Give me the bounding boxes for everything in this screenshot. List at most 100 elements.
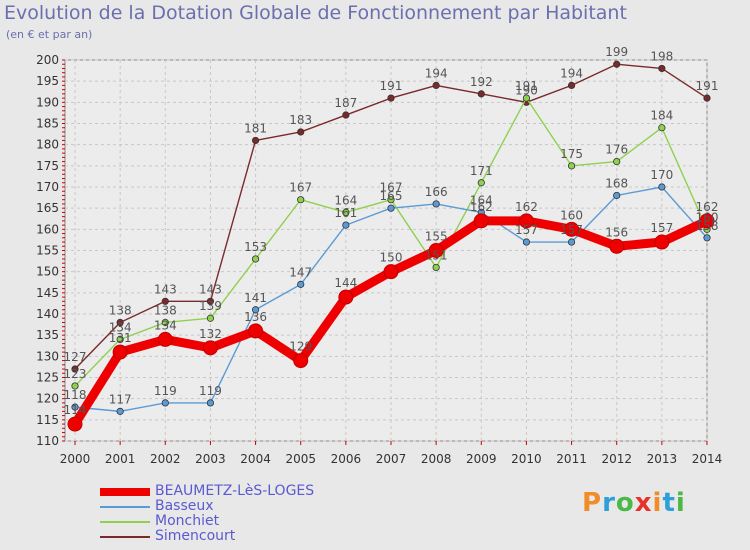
- data-label: 144: [334, 276, 357, 290]
- data-point: [251, 306, 260, 314]
- data-label: 164: [334, 193, 357, 207]
- data-label: 114: [64, 403, 87, 417]
- x-tick-label: 2010: [511, 452, 542, 466]
- legend-item: Basseux: [100, 498, 400, 515]
- legend-item: Monchiet: [100, 513, 400, 530]
- y-tick-label: 195: [36, 74, 59, 88]
- data-point: [387, 204, 395, 212]
- data-point: [161, 399, 169, 407]
- x-tick-label: 2005: [285, 452, 316, 466]
- data-label: 119: [199, 384, 222, 398]
- data-point: [251, 136, 260, 145]
- data-point: [297, 128, 305, 136]
- data-point: [342, 221, 350, 229]
- y-tick-label: 145: [36, 286, 59, 300]
- data-label: 138: [109, 303, 132, 317]
- data-point: [613, 158, 621, 166]
- data-label: 162: [515, 200, 538, 214]
- data-point: [161, 297, 169, 305]
- data-label: 119: [154, 384, 177, 398]
- data-point: [116, 335, 124, 343]
- legend-item: Simencourt: [100, 528, 400, 545]
- data-label: 157: [560, 223, 583, 237]
- data-label: 171: [470, 164, 493, 178]
- legend-item: BEAUMETZ-LèS-LOGES: [100, 483, 400, 500]
- y-tick-label: 160: [36, 222, 59, 236]
- y-tick-label: 185: [36, 117, 59, 131]
- data-point: [609, 238, 625, 254]
- data-label: 184: [650, 109, 673, 123]
- x-tick-label: 2003: [195, 452, 226, 466]
- data-point: [206, 297, 215, 305]
- y-tick-label: 135: [36, 328, 59, 342]
- x-tick-label: 2007: [376, 452, 407, 466]
- chart-subtitle: (en € et par an): [6, 28, 93, 41]
- x-tick-label: 2012: [601, 452, 632, 466]
- x-tick-label: 2013: [647, 452, 678, 466]
- data-point: [157, 331, 173, 347]
- data-label: 191: [380, 79, 403, 93]
- x-tick-label: 2001: [105, 452, 136, 466]
- legend-swatch: [100, 506, 150, 508]
- y-tick-label: 180: [36, 138, 59, 152]
- data-point: [71, 403, 79, 411]
- data-label: 139: [199, 299, 222, 313]
- proxiti-logo: Proxiti: [582, 488, 686, 518]
- data-point: [67, 416, 83, 432]
- data-point: [564, 221, 580, 237]
- data-point: [71, 365, 79, 373]
- data-label: 191: [515, 79, 538, 93]
- legend-label: Monchiet: [155, 513, 220, 529]
- data-point: [522, 238, 531, 246]
- y-tick-label: 120: [36, 392, 59, 406]
- x-tick-label: 2008: [421, 452, 452, 466]
- data-label: 167: [380, 181, 403, 195]
- data-point: [432, 263, 440, 272]
- y-tick-label: 150: [36, 265, 59, 279]
- data-point: [613, 60, 621, 68]
- chart-title: Evolution de la Dotation Globale de Fonc…: [4, 2, 627, 24]
- data-label: 192: [470, 75, 493, 89]
- data-label: 123: [64, 367, 87, 381]
- data-point: [703, 234, 711, 242]
- legend-swatch: [100, 488, 150, 496]
- data-point: [161, 318, 169, 327]
- data-point: [477, 90, 485, 98]
- data-label: 165: [380, 189, 403, 203]
- data-label: 175: [560, 147, 583, 161]
- data-label: 183: [289, 113, 312, 127]
- y-tick-label: 165: [36, 201, 59, 215]
- data-point: [567, 162, 576, 170]
- data-point: [518, 213, 534, 229]
- data-point: [293, 353, 309, 369]
- data-label: 141: [244, 291, 267, 305]
- data-label: 191: [696, 79, 719, 93]
- x-tick-label: 2000: [60, 452, 91, 466]
- data-label: 168: [605, 176, 628, 190]
- data-point: [432, 200, 440, 208]
- data-point: [658, 183, 666, 191]
- y-tick-label: 115: [36, 413, 59, 427]
- data-label: 161: [334, 206, 357, 220]
- data-label: 199: [605, 45, 628, 59]
- data-point: [428, 243, 444, 258]
- data-label: 156: [605, 225, 628, 239]
- data-point: [202, 340, 218, 356]
- y-tick-label: 200: [36, 53, 59, 67]
- data-label: 164: [470, 193, 493, 207]
- data-label: 167: [289, 181, 312, 195]
- y-tick-label: 155: [36, 244, 59, 258]
- y-tick-label: 130: [36, 349, 59, 363]
- data-point: [71, 382, 79, 390]
- data-point: [473, 213, 489, 229]
- data-point: [383, 264, 399, 280]
- data-point: [297, 280, 305, 288]
- data-label: 162: [696, 200, 719, 214]
- data-label: 176: [605, 143, 628, 157]
- data-label: 129: [289, 340, 312, 354]
- data-label: 131: [109, 331, 132, 345]
- y-tick-label: 175: [36, 159, 59, 173]
- data-point: [567, 238, 576, 246]
- data-point: [297, 196, 305, 204]
- data-point: [658, 64, 666, 73]
